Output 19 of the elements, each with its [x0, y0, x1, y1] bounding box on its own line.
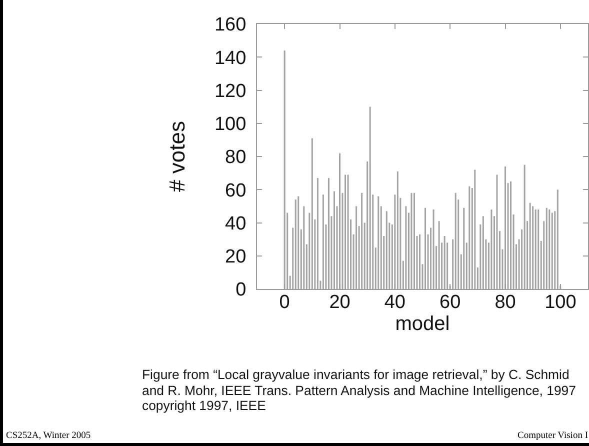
- x-tick-label: 100: [544, 292, 576, 313]
- text: Figure from “Local grayvalue invariants for image retrieval,” by C. Schmid and R. Mohr, IEEE Trans. Pattern Analysis and Machine Intelligence, 1997 copyright 1997, IEEE: [142, 367, 577, 414]
- x-tick-label: 40: [384, 292, 406, 313]
- x-axis-title: model: [395, 312, 450, 335]
- y-axis-title: # votes: [164, 121, 190, 192]
- y-tick-label: 100: [214, 114, 246, 136]
- y-tick-label: 160: [214, 14, 246, 36]
- y-tick-label: 20: [225, 246, 246, 268]
- y-tick-label: 80: [225, 147, 246, 168]
- y-tick-label: 140: [214, 48, 246, 69]
- x-tick-label: 0: [279, 292, 290, 313]
- x-tick-label: 80: [494, 292, 516, 313]
- y-tick-label: 120: [214, 80, 246, 102]
- text: Computer Vision I: [517, 431, 588, 441]
- x-tick-label: 60: [440, 292, 461, 313]
- y-tick-label: 40: [225, 213, 246, 234]
- text: CS252A, Winter 2005: [6, 431, 91, 441]
- y-tick-label: 60: [225, 180, 246, 202]
- x-tick-label: 20: [329, 292, 350, 313]
